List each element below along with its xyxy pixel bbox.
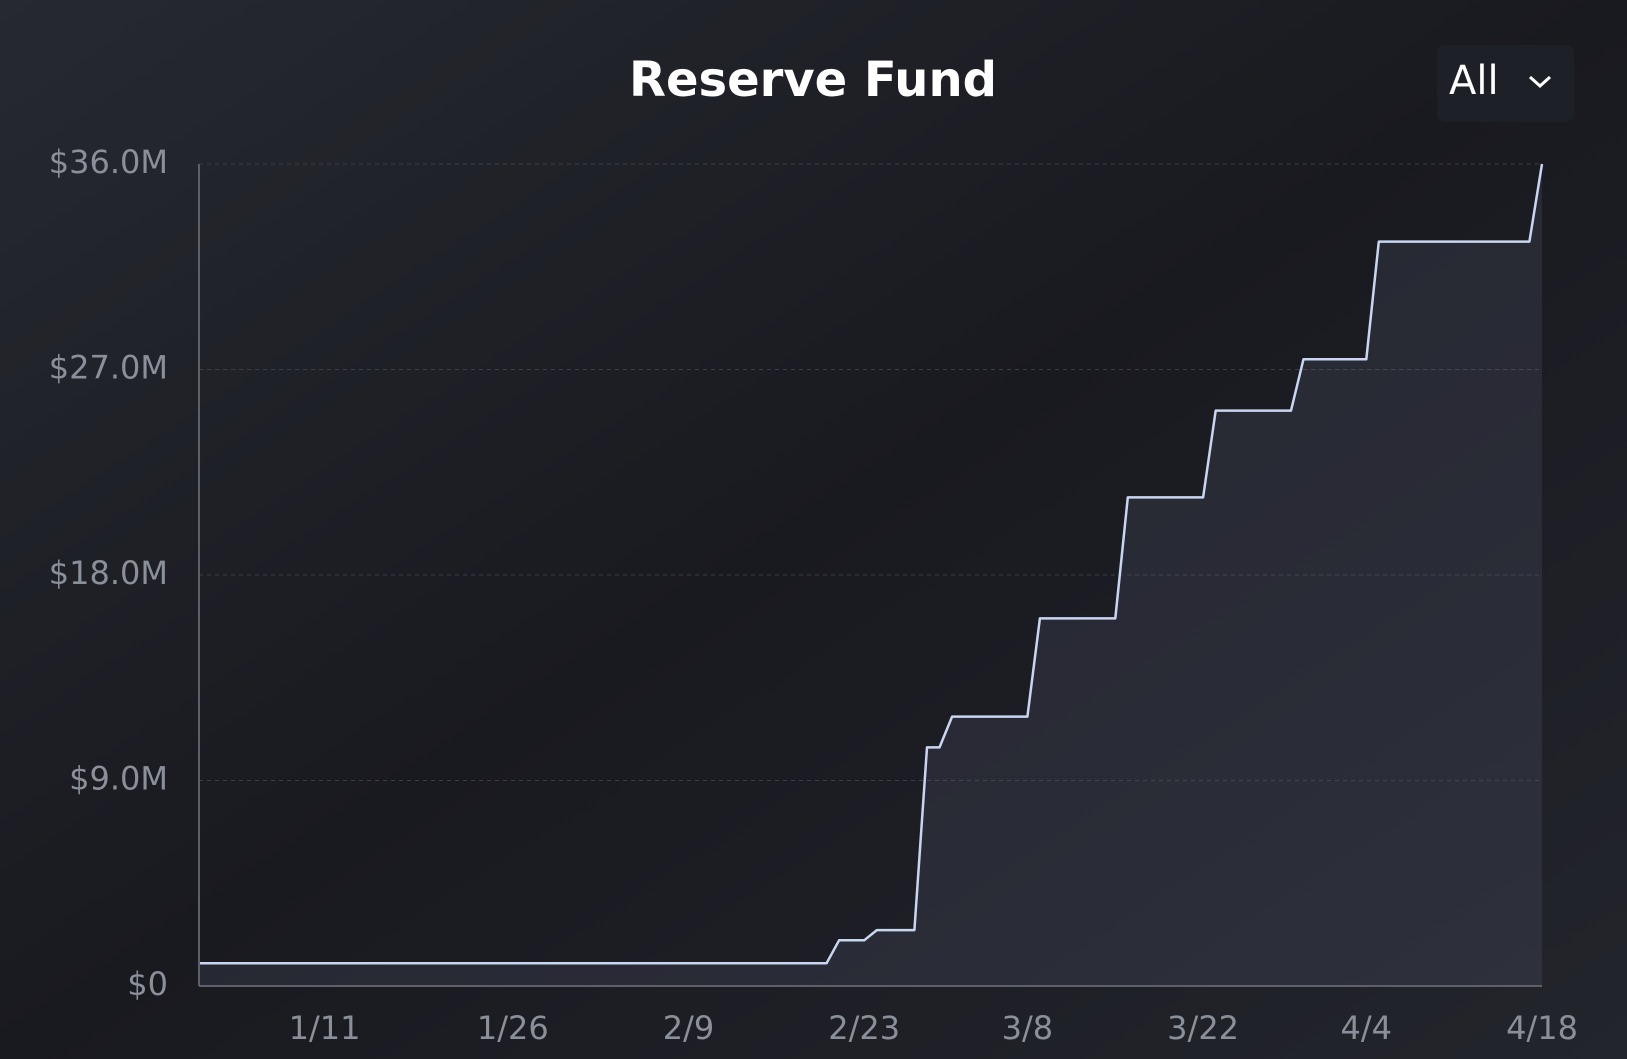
x-tick-label: 2/9 [663, 1009, 715, 1047]
dropdown-box[interactable] [1437, 45, 1574, 122]
x-tick-label: 1/26 [477, 1009, 549, 1047]
dropdown-label[interactable]: All [1449, 58, 1499, 104]
line [199, 163, 1544, 965]
y-tick-label: $0 [127, 965, 168, 1003]
x-tick-label: 3/8 [1002, 1009, 1054, 1047]
x-tick-label: 2/23 [828, 1009, 900, 1047]
y-tick-label: $36.0M [49, 143, 168, 181]
range-dropdown[interactable]: All [1437, 45, 1574, 122]
x-tick-label: 4/4 [1341, 1009, 1393, 1047]
area [199, 164, 1542, 986]
chart-title: Reserve Fund [629, 52, 997, 108]
x-tick-label: 3/22 [1167, 1009, 1239, 1047]
chevron[interactable] [1528, 75, 1552, 89]
x-tick-label: 1/11 [289, 1009, 361, 1047]
x-tick-label: 4/18 [1506, 1009, 1578, 1047]
y-tick-label: $9.0M [69, 760, 168, 798]
y-tick-label: $27.0M [49, 349, 168, 387]
y-tick-label: $18.0M [49, 554, 168, 592]
